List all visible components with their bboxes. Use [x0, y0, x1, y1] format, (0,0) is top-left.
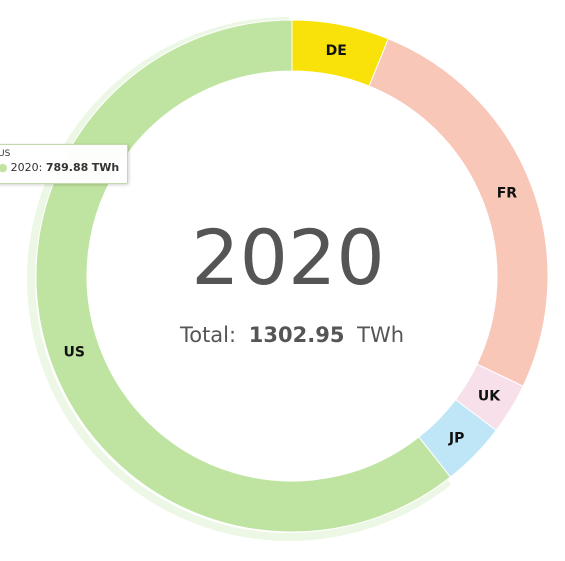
tooltip-series-dot-icon: ● [0, 161, 8, 174]
slice-label-jp: JP [448, 430, 464, 446]
slice-label-de: DE [326, 43, 347, 59]
center-total-unit: TWh [356, 323, 404, 347]
tooltip: US ● 2020: 789.88 TWh [0, 144, 128, 184]
tooltip-unit: TWh [91, 161, 120, 174]
slice-labels-layer: DE FR UK JP US [63, 43, 517, 447]
center-total-value: 1302.95 [249, 323, 345, 347]
slice-label-us: US [63, 345, 84, 361]
tooltip-series-name: US [0, 149, 11, 159]
center-year: 2020 [191, 213, 384, 302]
slice-label-uk: UK [478, 389, 501, 405]
tooltip-label: 2020: [10, 161, 43, 174]
center-total: Total: 1302.95 TWh [179, 323, 404, 347]
slice-label-fr: FR [497, 186, 518, 202]
tooltip-row: ● 2020: 789.88 TWh [0, 160, 127, 176]
center-total-label: Total: [179, 323, 236, 347]
slice-us[interactable] [35, 19, 452, 533]
tooltip-value: 789.88 [45, 161, 89, 174]
slices-layer [35, 19, 549, 533]
